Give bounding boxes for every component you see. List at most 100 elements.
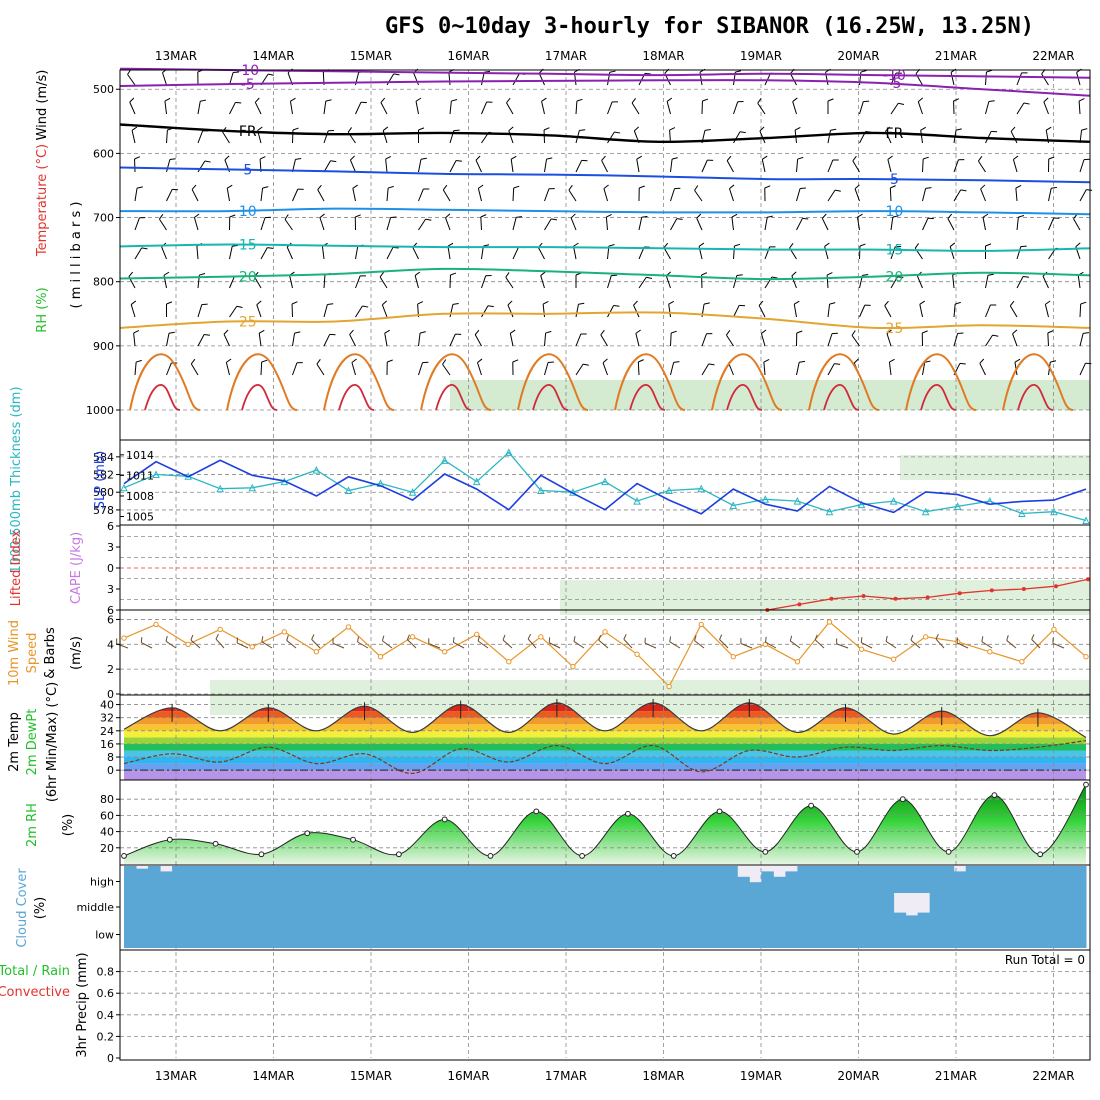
top-axis-tick-label: 17MAR	[545, 49, 587, 63]
cloud-bar	[304, 893, 317, 921]
wind-barb	[412, 247, 419, 260]
wind-barb-flag	[797, 156, 804, 160]
wind-barb-flag	[892, 215, 899, 218]
wind-barb	[507, 304, 514, 318]
wind-barb	[355, 305, 363, 318]
precip-tick-label: 0	[107, 1052, 114, 1065]
cloud-bar	[1037, 893, 1051, 921]
wind-barb-flag	[985, 243, 992, 247]
wind10m-barb	[694, 640, 705, 649]
wind-barb	[701, 333, 707, 347]
lifted-index-marker	[957, 591, 962, 596]
wind-barb	[197, 101, 201, 115]
wind-barb-flag	[135, 359, 142, 363]
wind-barb-flag	[703, 302, 710, 305]
wind-barb-flag	[223, 329, 229, 335]
wind-barb	[821, 218, 829, 231]
isotherm-line	[119, 79, 1091, 97]
wind10m-speed-label: Speed	[25, 633, 40, 674]
wind-speed-marker	[121, 635, 127, 641]
slp-tick-label: 1014	[126, 449, 154, 462]
cloud-bar	[436, 866, 450, 893]
wind-barb	[920, 130, 923, 144]
precip-axis-label: 3hr Precip (mm)	[75, 952, 90, 1057]
wind-barb	[133, 333, 136, 347]
thickness-marker	[825, 507, 834, 516]
wind-barb	[636, 159, 640, 173]
wind10m-barb-flag	[860, 637, 863, 643]
precip-tick-label: 0.4	[97, 1009, 115, 1022]
cloud-bar	[292, 893, 305, 921]
cloud-bar	[965, 921, 979, 948]
cloud-bar	[653, 921, 666, 948]
wind-barb	[134, 362, 137, 376]
wind-barb	[760, 333, 766, 347]
wind-barb-flag	[510, 329, 516, 334]
wind-barb	[166, 129, 168, 144]
isotherm-surface-line	[226, 353, 298, 411]
wind-barb	[889, 187, 892, 202]
wind-barb-flag	[889, 358, 895, 363]
wind10m-barb	[382, 640, 393, 649]
wind-barb	[1016, 276, 1024, 289]
wind-barb	[289, 275, 293, 289]
wind-barb-flag	[762, 155, 768, 160]
wind-barb	[953, 304, 956, 318]
cloud-bar	[472, 866, 486, 893]
thickness-marker	[761, 495, 770, 503]
cloud-bar	[244, 866, 257, 893]
cloud-bar	[220, 893, 233, 921]
wind-barb-flag	[1012, 329, 1018, 335]
cloud-bar	[184, 921, 197, 948]
isotherm-label: 15	[886, 243, 904, 259]
cloud-unit-label: (%)	[33, 897, 48, 920]
cloud-layer-label: low	[95, 929, 114, 942]
isotherm-line	[119, 311, 1091, 330]
wind-barb	[414, 275, 419, 289]
wind-barb-flag	[1010, 126, 1016, 132]
wind10m-barb	[548, 642, 561, 649]
wind-barb	[1079, 303, 1082, 318]
thickness-marker	[793, 496, 802, 505]
lifted-tick-label: 3	[107, 583, 114, 596]
dewpt-axis-label: 2m DewPt	[25, 709, 40, 776]
wind-speed-marker	[826, 619, 833, 625]
bottom-axis-tick-label: 17MAR	[545, 1069, 587, 1083]
cloud-bar	[400, 893, 414, 921]
wind-barb-flag	[545, 330, 552, 334]
cloud-bar	[316, 921, 329, 948]
wind-barb	[919, 304, 923, 318]
wind-barb	[223, 334, 230, 347]
wind-barb-flag	[507, 300, 513, 306]
cloud-bar	[773, 876, 786, 893]
wind-barb	[191, 189, 199, 202]
wind-barb-flag	[666, 97, 673, 102]
wind-barb	[355, 102, 362, 115]
wind-barb-flag	[982, 213, 989, 218]
lifted-tick-label: 6	[107, 604, 114, 617]
isotherm-surface-line-hot	[823, 384, 860, 411]
wind-barb	[544, 159, 548, 173]
cloud-bar	[484, 921, 498, 948]
cloud-bar	[532, 921, 546, 948]
wind-barb	[607, 275, 612, 289]
wind-barb	[922, 188, 927, 202]
cloud-bar	[268, 893, 281, 921]
cloud-bar	[532, 893, 546, 921]
wind-barb	[512, 187, 515, 202]
cloud-bar	[1073, 893, 1087, 921]
wind-barb-flag	[897, 276, 904, 279]
cloud-bar	[340, 893, 353, 921]
wind-barb	[445, 217, 451, 231]
wind-barb	[886, 333, 892, 347]
cloud-bar	[592, 866, 606, 893]
wind-barb	[413, 72, 419, 86]
thickness-marker	[216, 484, 225, 493]
wind-barb-flag	[257, 126, 263, 131]
wind-barb	[386, 247, 394, 260]
cloud-bar	[833, 893, 846, 921]
wind-barb	[286, 246, 293, 260]
cloud-bar	[520, 893, 534, 921]
cloud-bar	[304, 866, 317, 893]
wind-barb	[890, 217, 894, 231]
